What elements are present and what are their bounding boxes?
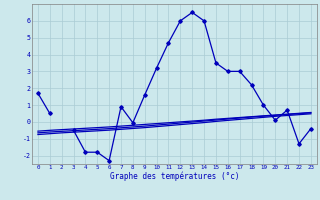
X-axis label: Graphe des températures (°c): Graphe des températures (°c) [110,172,239,181]
